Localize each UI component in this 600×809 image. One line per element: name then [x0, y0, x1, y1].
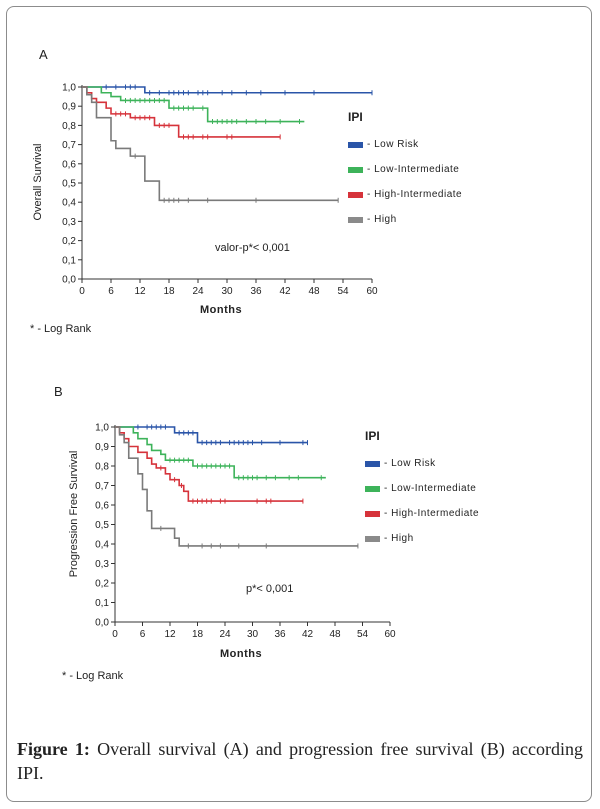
x-tick-label: 42 [302, 629, 314, 639]
legend-item-high-intermediate: - High-Intermediate [348, 182, 462, 207]
km-curve-low-intermediate [115, 426, 326, 479]
legend-label: - Low Risk [384, 458, 436, 469]
legend-label: - Low Risk [367, 139, 419, 150]
legend-item-low-intermediate: - Low-Intermediate [365, 476, 479, 501]
legend-swatch [348, 166, 363, 173]
x-tick-label: 18 [192, 629, 204, 639]
x-tick-label: 42 [279, 286, 291, 297]
legend-title: IPI [348, 110, 363, 124]
panel-a-legend: IPI - Low Risk - Low-Intermediate - High… [348, 110, 462, 232]
x-tick-label: 54 [337, 286, 349, 297]
legend-label: - Low-Intermediate [384, 483, 477, 494]
x-tick-label: 36 [274, 629, 286, 639]
y-tick-label: 0,1 [62, 255, 76, 266]
y-tick-label: 0,5 [62, 179, 76, 190]
y-tick-label: 0,0 [62, 275, 76, 286]
figure-frame [6, 6, 592, 802]
x-tick-label: 36 [250, 286, 262, 297]
x-tick-label: 0 [112, 629, 118, 639]
panel-a-pvalue: valor-p*< 0,001 [215, 242, 290, 254]
x-tick-label: 30 [221, 286, 233, 297]
km-curve-high [115, 426, 358, 547]
legend-swatch [348, 191, 363, 198]
panel-a-footnote: * - Log Rank [30, 323, 92, 335]
panel-b-legend: IPI - Low Risk - Low-Intermediate - High… [365, 429, 479, 551]
x-tick-label: 12 [164, 629, 176, 639]
y-tick-label: 0,2 [95, 579, 109, 590]
panel-b-xlabel: Months [220, 648, 263, 660]
x-tick-label: 30 [247, 629, 259, 639]
km-curve-low-intermediate [82, 86, 305, 123]
legend-swatch [365, 510, 380, 517]
y-tick-label: 0,1 [95, 598, 109, 609]
x-tick-label: 60 [366, 286, 378, 297]
legend-label: - High [367, 214, 397, 225]
x-tick-label: 6 [108, 286, 114, 297]
y-tick-label: 0,0 [95, 618, 109, 629]
y-tick-label: 0,8 [95, 462, 109, 473]
legend-item-high-intermediate: - High-Intermediate [365, 501, 479, 526]
x-tick-label: 54 [357, 629, 369, 639]
legend-item-low-intermediate: - Low-Intermediate [348, 157, 462, 182]
legend-title: IPI [365, 429, 380, 443]
y-tick-label: 0,4 [95, 540, 109, 551]
chart-a: 0,0 0,1 0,2 0,3 0,4 0,5 0,6 0,7 0,8 0,9 1,0 0 6 12 18 2… [62, 83, 378, 298]
y-tick-label: 0,4 [62, 198, 76, 209]
panel-b-footnote: * - Log Rank [62, 670, 124, 682]
y-tick-label: 0,3 [95, 559, 109, 570]
legend-label: - Low-Intermediate [367, 164, 460, 175]
panel-b-pvalue: p*< 0,001 [246, 583, 294, 595]
legend-item-low-risk: - Low Risk [348, 132, 462, 157]
legend-swatch [348, 216, 363, 223]
y-tick-label: 0,5 [95, 520, 109, 531]
legend-item-high: - High [365, 526, 479, 551]
caption-label: Figure 1: [17, 739, 90, 759]
km-curve-high-intermediate [82, 86, 281, 138]
y-tick-label: 0,7 [62, 140, 76, 151]
legend-label: - High-Intermediate [367, 189, 463, 200]
km-curve-high [82, 86, 339, 202]
legend-item-high: - High [348, 207, 462, 232]
y-tick-label: 0,9 [95, 442, 109, 453]
legend-swatch [365, 485, 380, 492]
x-tick-label: 6 [140, 629, 146, 639]
y-tick-label: 0,6 [62, 159, 76, 170]
legend-swatch [365, 460, 380, 467]
legend-label: - High-Intermediate [384, 508, 480, 519]
y-tick-label: 1,0 [62, 83, 76, 94]
legend-label: - High [384, 533, 414, 544]
legend-swatch [365, 535, 380, 542]
y-tick-label: 0,3 [62, 217, 76, 228]
x-tick-label: 24 [219, 629, 231, 639]
chart-b: 0,0 0,1 0,2 0,3 0,4 0,5 0,6 0,7 0,8 0,9 1,0 0 6 12 18 2… [95, 423, 396, 640]
panel-b-label: B [54, 384, 63, 399]
x-tick-label: 48 [308, 286, 320, 297]
x-tick-label: 48 [329, 629, 341, 639]
km-curve-low-risk [82, 86, 372, 94]
x-tick-label: 0 [79, 286, 85, 297]
y-tick-label: 0,7 [95, 481, 109, 492]
y-tick-label: 0,2 [62, 236, 76, 247]
panel-a-xlabel: Months [200, 304, 243, 316]
x-tick-label: 60 [384, 629, 396, 639]
x-tick-label: 12 [134, 286, 146, 297]
y-tick-label: 0,6 [95, 501, 109, 512]
y-tick-label: 0,8 [62, 121, 76, 132]
legend-item-low-risk: - Low Risk [365, 451, 479, 476]
panel-a-label: A [39, 47, 48, 62]
y-tick-label: 0,9 [62, 102, 76, 113]
y-tick-label: 1,0 [95, 423, 109, 434]
x-tick-label: 24 [192, 286, 204, 297]
legend-swatch [348, 141, 363, 148]
caption-text: Overall survival (A) and progression fre… [17, 739, 583, 783]
figure-caption: Figure 1: Overall survival (A) and progr… [17, 737, 583, 785]
x-tick-label: 18 [163, 286, 175, 297]
